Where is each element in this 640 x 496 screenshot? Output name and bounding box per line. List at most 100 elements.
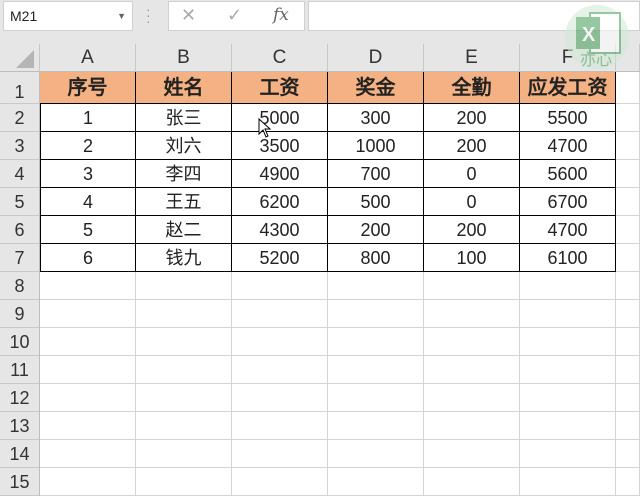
table-cell[interactable]: 5000 [232,104,328,132]
empty-cell[interactable] [136,440,232,468]
empty-cell[interactable] [136,384,232,412]
empty-cell[interactable] [616,300,640,328]
table-cell[interactable]: 4900 [232,160,328,188]
table-cell[interactable]: 钱九 [136,244,232,272]
empty-cell[interactable] [520,412,616,440]
row-header-11[interactable]: 11 [0,356,40,384]
empty-cell[interactable] [328,468,424,496]
empty-cell[interactable] [232,468,328,496]
table-header-cell[interactable]: 序号 [40,72,136,104]
row-header-5[interactable]: 5 [0,188,40,216]
row-header-2[interactable]: 2 [0,104,40,132]
empty-cell[interactable] [328,356,424,384]
empty-cell[interactable] [616,384,640,412]
row-header-3[interactable]: 3 [0,132,40,160]
empty-cell[interactable] [616,160,640,188]
empty-cell[interactable] [520,356,616,384]
table-cell[interactable]: 100 [424,244,520,272]
table-cell[interactable]: 李四 [136,160,232,188]
empty-cell[interactable] [616,216,640,244]
empty-cell[interactable] [616,188,640,216]
empty-cell[interactable] [40,440,136,468]
empty-cell[interactable] [616,72,640,104]
empty-cell[interactable] [136,300,232,328]
select-all-triangle-icon[interactable] [0,44,40,72]
table-cell[interactable]: 5500 [520,104,616,132]
table-cell[interactable]: 0 [424,160,520,188]
empty-cell[interactable] [328,300,424,328]
row-header-1[interactable]: 1 [0,72,40,104]
empty-cell[interactable] [616,104,640,132]
empty-cell[interactable] [232,300,328,328]
select-all-corner[interactable] [0,44,40,72]
empty-cell[interactable] [328,440,424,468]
table-cell[interactable]: 3500 [232,132,328,160]
row-header-14[interactable]: 14 [0,440,40,468]
empty-cell[interactable] [520,328,616,356]
empty-cell[interactable] [232,356,328,384]
empty-cell[interactable] [328,272,424,300]
table-cell[interactable]: 1 [40,104,136,132]
empty-cell[interactable] [616,468,640,496]
row-header-10[interactable]: 10 [0,328,40,356]
column-header-E[interactable]: E [424,44,520,72]
empty-cell[interactable] [328,328,424,356]
fx-button[interactable]: fx [273,5,289,25]
table-cell[interactable]: 5200 [232,244,328,272]
row-header-8[interactable]: 8 [0,272,40,300]
empty-cell[interactable] [424,384,520,412]
table-header-cell[interactable]: 奖金 [328,72,424,104]
empty-cell[interactable] [424,356,520,384]
table-cell[interactable]: 王五 [136,188,232,216]
empty-cell[interactable] [616,328,640,356]
column-header-D[interactable]: D [328,44,424,72]
empty-cell[interactable] [232,412,328,440]
empty-cell[interactable] [616,412,640,440]
empty-cell[interactable] [136,356,232,384]
table-cell[interactable]: 6100 [520,244,616,272]
empty-cell[interactable] [40,328,136,356]
empty-cell[interactable] [616,356,640,384]
table-header-cell[interactable]: 应发工资 [520,72,616,104]
table-cell[interactable]: 4300 [232,216,328,244]
table-cell[interactable]: 赵二 [136,216,232,244]
table-cell[interactable]: 4700 [520,216,616,244]
table-cell[interactable]: 2 [40,132,136,160]
table-cell[interactable]: 200 [424,132,520,160]
table-cell[interactable]: 200 [424,216,520,244]
table-cell[interactable]: 500 [328,188,424,216]
empty-cell[interactable] [616,440,640,468]
table-cell[interactable]: 800 [328,244,424,272]
empty-cell[interactable] [424,328,520,356]
empty-cell[interactable] [328,412,424,440]
table-cell[interactable]: 700 [328,160,424,188]
empty-cell[interactable] [136,328,232,356]
table-cell[interactable]: 1000 [328,132,424,160]
empty-cell[interactable] [136,272,232,300]
empty-cell[interactable] [616,244,640,272]
empty-cell[interactable] [520,272,616,300]
empty-cell[interactable] [232,272,328,300]
table-cell[interactable]: 0 [424,188,520,216]
empty-cell[interactable] [424,300,520,328]
row-header-15[interactable]: 15 [0,468,40,496]
column-header-C[interactable]: C [232,44,328,72]
table-cell[interactable]: 6200 [232,188,328,216]
empty-cell[interactable] [424,468,520,496]
row-header-6[interactable]: 6 [0,216,40,244]
table-cell[interactable]: 6 [40,244,136,272]
column-header-A[interactable]: A [40,44,136,72]
empty-cell[interactable] [40,468,136,496]
column-header-B[interactable]: B [136,44,232,72]
empty-cell[interactable] [40,384,136,412]
table-header-cell[interactable]: 全勤 [424,72,520,104]
empty-cell[interactable] [328,384,424,412]
table-cell[interactable]: 5 [40,216,136,244]
drag-handle-icon[interactable]: · · · [146,1,151,29]
empty-cell[interactable] [232,328,328,356]
empty-cell[interactable] [232,440,328,468]
table-header-cell[interactable]: 姓名 [136,72,232,104]
empty-cell[interactable] [424,412,520,440]
row-header-9[interactable]: 9 [0,300,40,328]
table-cell[interactable]: 刘六 [136,132,232,160]
